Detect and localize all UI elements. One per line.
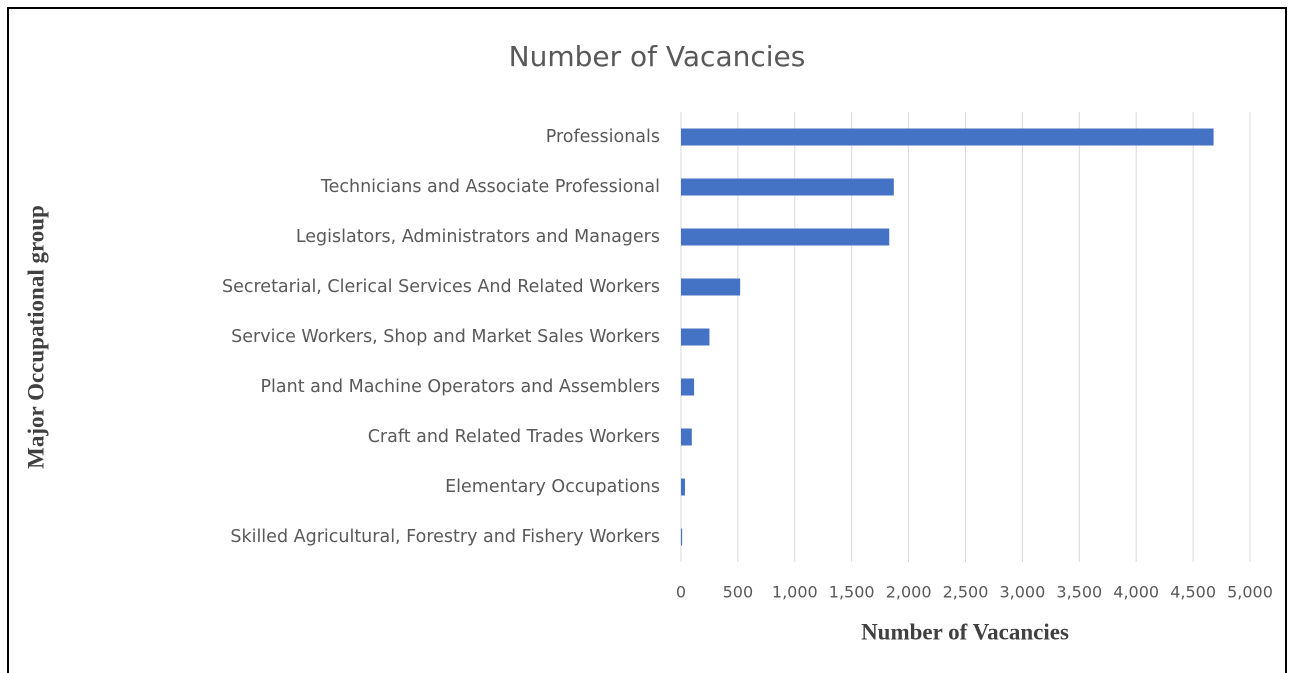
x-tick-label: 500 [723,583,754,602]
x-tick-label: 2,000 [886,583,932,602]
bar [681,178,894,196]
x-tick-label: 0 [676,583,686,602]
y-tick-label: Elementary Occupations [445,477,660,497]
y-tick-label: Craft and Related Trades Workers [368,427,660,447]
chart-border [7,7,1287,673]
x-tick-label: 1,000 [772,583,818,602]
chart-title: Number of Vacancies [509,40,806,73]
bar [681,278,741,296]
y-tick-label: Plant and Machine Operators and Assemble… [260,377,660,397]
y-tick-label: Technicians and Associate Professional [320,177,660,197]
y-tick-label: Professionals [546,127,660,147]
y-tick-label: Service Workers, Shop and Market Sales W… [231,327,660,347]
bar [681,478,685,496]
y-tick-label: Secretarial, Clerical Services And Relat… [222,277,660,297]
x-tick-label: 4,500 [1170,583,1216,602]
x-tick-label: 3,000 [999,583,1045,602]
bar [681,228,890,246]
x-tick-label: 4,000 [1113,583,1159,602]
bar [681,528,683,546]
y-axis-label: Major Occupational group [23,205,48,469]
x-tick-label: 2,500 [943,583,989,602]
bar [681,328,710,346]
bar [681,428,692,446]
x-axis-label: Number of Vacancies [861,619,1069,644]
x-tick-label: 1,500 [829,583,875,602]
y-tick-label: Skilled Agricultural, Forestry and Fishe… [230,527,660,547]
bar [681,128,1214,146]
bar [681,378,695,396]
y-tick-label: Legislators, Administrators and Managers [296,227,660,247]
x-tick-label: 5,000 [1227,583,1273,602]
x-tick-label: 3,500 [1056,583,1102,602]
